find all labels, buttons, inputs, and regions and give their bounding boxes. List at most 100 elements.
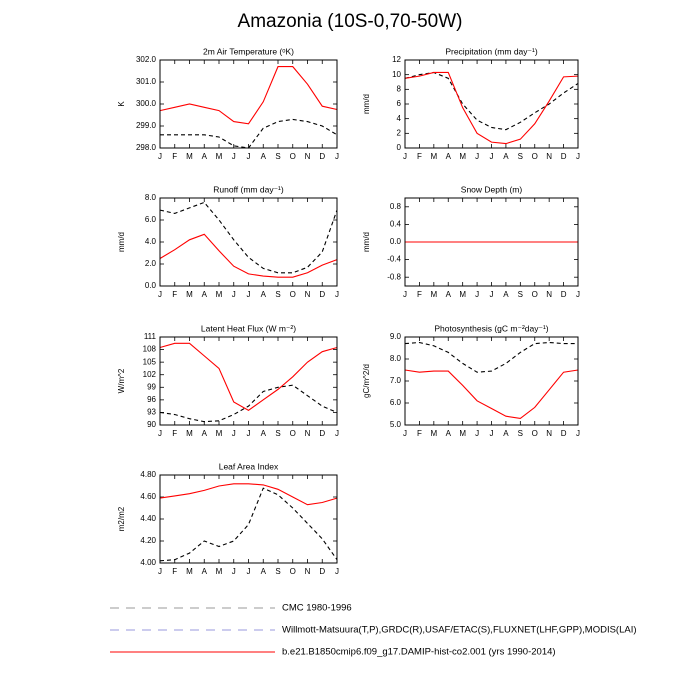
x-tick-label: J xyxy=(335,429,339,438)
x-tick-label: A xyxy=(446,290,452,299)
x-tick-label: D xyxy=(561,290,567,299)
x-tick-label: A xyxy=(446,429,452,438)
legend-label: b.e21.B1850cmip6.f09_g17.DAMIP-hist-co2.… xyxy=(282,647,556,658)
x-tick-label: S xyxy=(518,152,523,161)
x-tick-label: M xyxy=(216,429,223,438)
x-tick-label: J xyxy=(158,429,162,438)
series-line xyxy=(159,201,338,274)
panel-title: Snow Depth (m) xyxy=(461,184,523,194)
y-axis-label: K xyxy=(117,101,126,107)
y-tick-label: 111 xyxy=(144,332,157,341)
y-tick-label: 4 xyxy=(397,114,402,123)
x-tick-label: S xyxy=(518,429,523,438)
y-tick-label: 0.8 xyxy=(390,202,402,211)
x-tick-label: M xyxy=(186,429,193,438)
figure-title: Amazonia (10S-0,70-50W) xyxy=(238,11,463,32)
y-tick-label: 108 xyxy=(143,345,157,354)
y-axis-label: gC/m^2/d xyxy=(362,364,371,398)
x-tick-label: N xyxy=(305,567,311,576)
x-tick-label: A xyxy=(503,152,509,161)
x-tick-label: N xyxy=(546,152,552,161)
x-tick-label: M xyxy=(430,429,437,438)
panel-title: Leaf Area Index xyxy=(219,461,279,471)
x-tick-label: A xyxy=(202,152,208,161)
x-tick-label: M xyxy=(459,429,466,438)
x-tick-label: O xyxy=(290,290,296,299)
x-tick-label: J xyxy=(247,152,251,161)
y-tick-label: 9.0 xyxy=(390,332,402,341)
x-tick-label: S xyxy=(275,429,280,438)
x-tick-label: D xyxy=(319,290,325,299)
x-tick-label: A xyxy=(503,429,509,438)
x-tick-label: J xyxy=(403,429,407,438)
x-tick-label: D xyxy=(319,152,325,161)
x-tick-label: D xyxy=(561,152,567,161)
x-tick-label: J xyxy=(403,152,407,161)
x-tick-label: J xyxy=(403,290,407,299)
x-tick-label: F xyxy=(172,152,177,161)
y-tick-label: 105 xyxy=(143,357,157,366)
y-tick-label: 2 xyxy=(397,128,402,137)
x-tick-label: D xyxy=(319,429,325,438)
x-tick-label: A xyxy=(202,290,208,299)
series-line xyxy=(159,487,338,562)
x-tick-label: O xyxy=(532,429,538,438)
x-tick-label: J xyxy=(576,429,580,438)
x-tick-label: A xyxy=(261,429,267,438)
y-tick-label: 4.80 xyxy=(140,470,156,479)
x-tick-label: M xyxy=(186,152,193,161)
x-tick-label: M xyxy=(186,290,193,299)
y-tick-label: -0.8 xyxy=(387,272,401,281)
plot-frame xyxy=(404,59,579,149)
x-tick-label: M xyxy=(459,290,466,299)
series-line xyxy=(404,369,579,419)
panel-title: Precipitation (mm day⁻¹) xyxy=(445,46,538,56)
y-tick-label: 8 xyxy=(397,84,402,93)
y-tick-label: 6.0 xyxy=(390,398,402,407)
series-line xyxy=(159,384,338,423)
x-tick-label: A xyxy=(446,152,452,161)
x-tick-label: A xyxy=(261,290,267,299)
panel-title: Runoff (mm day⁻¹) xyxy=(213,184,284,194)
y-tick-label: 0.4 xyxy=(390,220,402,229)
series-line xyxy=(159,483,338,506)
panel-title: Photosynthesis (gC m⁻²day⁻¹) xyxy=(434,323,548,333)
plot-frame xyxy=(159,336,338,426)
y-tick-label: 4.20 xyxy=(140,536,156,545)
x-tick-label: J xyxy=(232,290,236,299)
y-tick-label: 6.0 xyxy=(145,215,157,224)
x-tick-label: F xyxy=(172,290,177,299)
x-tick-label: M xyxy=(459,152,466,161)
x-tick-label: O xyxy=(532,290,538,299)
x-tick-label: S xyxy=(275,290,280,299)
series-line xyxy=(404,71,579,131)
x-tick-label: J xyxy=(232,152,236,161)
x-tick-label: N xyxy=(305,152,311,161)
series-line xyxy=(159,233,338,278)
x-tick-label: J xyxy=(232,567,236,576)
legend-label: CMC 1980-1996 xyxy=(282,603,352,614)
x-tick-label: O xyxy=(532,152,538,161)
plot-frame xyxy=(159,474,338,564)
x-tick-label: M xyxy=(216,567,223,576)
x-tick-label: M xyxy=(216,290,223,299)
x-tick-label: O xyxy=(290,567,296,576)
x-tick-label: S xyxy=(275,567,280,576)
x-tick-label: N xyxy=(546,290,552,299)
x-tick-label: D xyxy=(319,567,325,576)
legend-label: Willmott-Matsuura(T,P),GRDC(R),USAF/ETAC… xyxy=(282,625,637,636)
x-tick-label: M xyxy=(216,152,223,161)
plot-frame xyxy=(404,197,579,287)
y-tick-label: 102 xyxy=(143,370,157,379)
x-tick-label: J xyxy=(158,152,162,161)
x-tick-label: J xyxy=(247,567,251,576)
x-tick-label: N xyxy=(546,429,552,438)
series-line xyxy=(159,342,338,411)
y-tick-label: 10 xyxy=(392,70,401,79)
y-axis-label: mm/d xyxy=(362,94,371,114)
x-tick-label: N xyxy=(305,290,311,299)
x-tick-label: J xyxy=(475,429,479,438)
y-tick-label: 302.0 xyxy=(136,55,157,64)
y-tick-label: 99 xyxy=(147,382,156,391)
x-tick-label: J xyxy=(576,152,580,161)
